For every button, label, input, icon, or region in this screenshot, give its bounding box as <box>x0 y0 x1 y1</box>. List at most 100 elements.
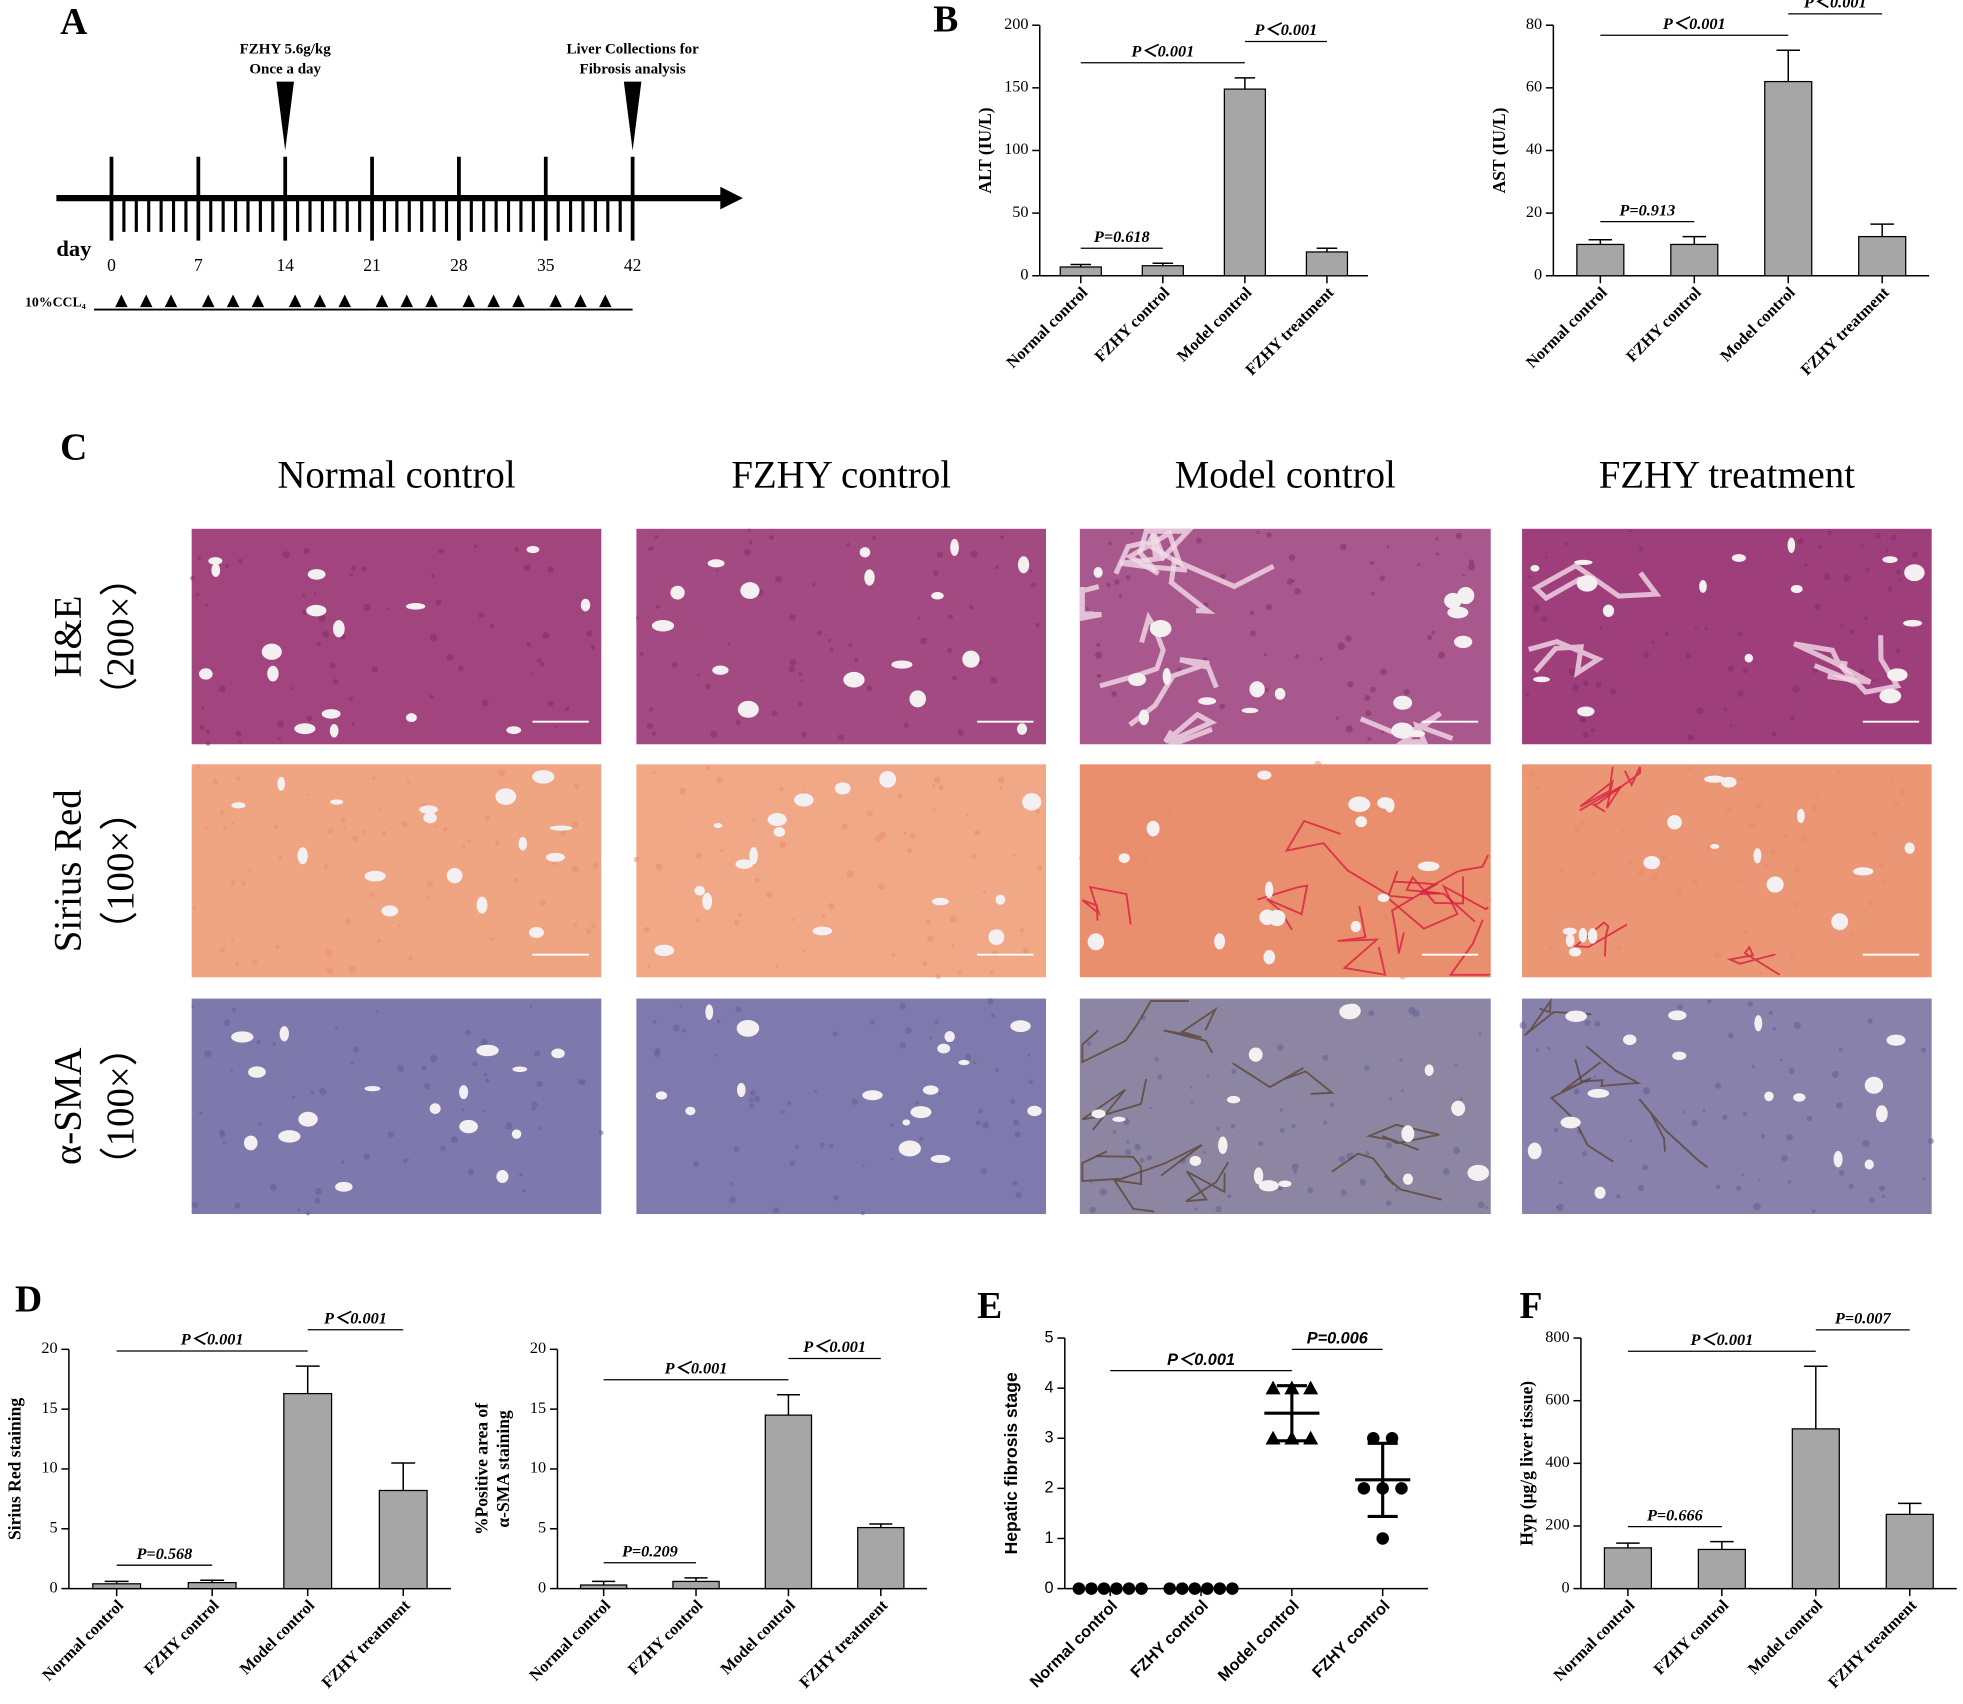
histology-image <box>191 998 602 1215</box>
cell-texture <box>653 771 656 775</box>
cell-texture <box>536 1080 543 1088</box>
cell-texture <box>219 947 226 954</box>
vessel <box>248 1066 266 1078</box>
y-tick-label: 100 <box>1004 139 1028 158</box>
cell-texture <box>1294 588 1301 595</box>
cell-texture <box>1727 665 1735 672</box>
cell-texture <box>775 964 779 968</box>
septum <box>1793 641 1872 685</box>
p-value: P=0.913 <box>1618 200 1675 219</box>
cell-texture <box>1462 901 1469 908</box>
cell-texture <box>1674 887 1682 895</box>
septum <box>1128 657 1219 727</box>
vessel <box>528 927 544 938</box>
y-tick-label: 3 <box>1044 1429 1053 1447</box>
cell-texture <box>334 1026 338 1030</box>
cell-texture <box>1470 859 1475 863</box>
vessel <box>932 897 949 906</box>
cell-texture <box>472 1061 478 1067</box>
cell-texture <box>269 1183 277 1191</box>
cell-texture <box>205 729 211 734</box>
vessel <box>685 1106 696 1116</box>
cell-texture <box>1396 899 1402 905</box>
ccl4-dose <box>512 294 525 308</box>
cell-texture <box>1166 965 1173 972</box>
cell-texture <box>1130 531 1134 535</box>
vessel <box>1565 933 1575 948</box>
cell-texture <box>860 1211 865 1216</box>
cell-texture <box>1194 1207 1198 1211</box>
cell-texture <box>654 1051 660 1058</box>
cell-texture <box>1359 1179 1367 1186</box>
cell-texture <box>989 970 994 975</box>
vessel <box>1451 1100 1466 1117</box>
cell-texture <box>573 923 578 928</box>
cell-texture <box>1865 567 1870 572</box>
cell-texture <box>1108 541 1112 545</box>
septum <box>1232 1062 1335 1095</box>
cell-texture <box>1022 948 1029 954</box>
vessel <box>859 547 871 558</box>
vessel <box>812 926 833 936</box>
cell-texture <box>1128 905 1132 909</box>
cell-texture <box>363 603 371 612</box>
cell-texture <box>828 639 832 643</box>
cell-texture <box>1379 575 1385 581</box>
cell-texture <box>828 1143 834 1149</box>
cell-texture <box>1519 1021 1527 1029</box>
cell-texture <box>349 573 353 577</box>
cell-texture <box>754 1096 761 1103</box>
cell-texture <box>933 570 939 576</box>
vessel <box>1565 1010 1587 1022</box>
cell-texture <box>348 965 357 974</box>
cell-texture <box>1386 1142 1393 1149</box>
cell-texture <box>821 914 826 918</box>
vessel <box>1138 709 1150 726</box>
cell-texture <box>982 890 986 894</box>
cell-texture <box>949 915 958 924</box>
vessel <box>879 771 897 788</box>
data-point <box>1385 1432 1399 1445</box>
cell-texture <box>749 1103 755 1109</box>
cell-texture <box>1790 715 1795 720</box>
cell-texture <box>716 776 723 783</box>
cell-texture <box>1736 878 1741 883</box>
cell-texture <box>1124 1149 1132 1156</box>
ccl4-dose <box>164 294 178 308</box>
bar <box>1603 1547 1653 1590</box>
vessel <box>1568 947 1582 957</box>
vessel <box>713 822 723 829</box>
cell-texture <box>224 564 230 569</box>
y-tick-label: 0 <box>538 1577 546 1596</box>
cell-texture <box>1408 1006 1416 1014</box>
cell-texture <box>1843 574 1852 582</box>
cell-texture <box>282 551 290 559</box>
cell-texture <box>590 923 596 929</box>
cell-texture <box>1015 1191 1022 1199</box>
cell-texture <box>729 1181 733 1186</box>
vessel <box>1710 843 1720 850</box>
p-value: P＜0.001 <box>802 1337 866 1356</box>
cell-texture <box>465 1029 471 1036</box>
cell-texture <box>1742 667 1749 674</box>
y-tick-label: 0 <box>1020 264 1028 283</box>
cell-texture <box>737 912 742 917</box>
vessel <box>898 1140 921 1157</box>
vessel <box>1731 554 1747 562</box>
bar <box>187 1581 237 1590</box>
cell-texture <box>1437 651 1446 659</box>
bar <box>672 1580 720 1590</box>
cell-texture <box>1642 1087 1651 1095</box>
data-point <box>1303 1430 1319 1445</box>
y-axis-label: AST (IU/L) <box>1489 107 1509 193</box>
cell-texture <box>1304 965 1308 969</box>
y-tick-label: 5 <box>1044 1328 1053 1346</box>
cell-texture <box>204 825 208 829</box>
y-tick-label: 0 <box>49 1577 57 1596</box>
cell-texture <box>1459 1097 1463 1101</box>
data-point <box>1122 1582 1136 1595</box>
cell-texture <box>1279 1108 1284 1112</box>
septum <box>1079 584 1102 622</box>
cell-texture <box>1869 1197 1875 1203</box>
cell-texture <box>1111 794 1116 799</box>
